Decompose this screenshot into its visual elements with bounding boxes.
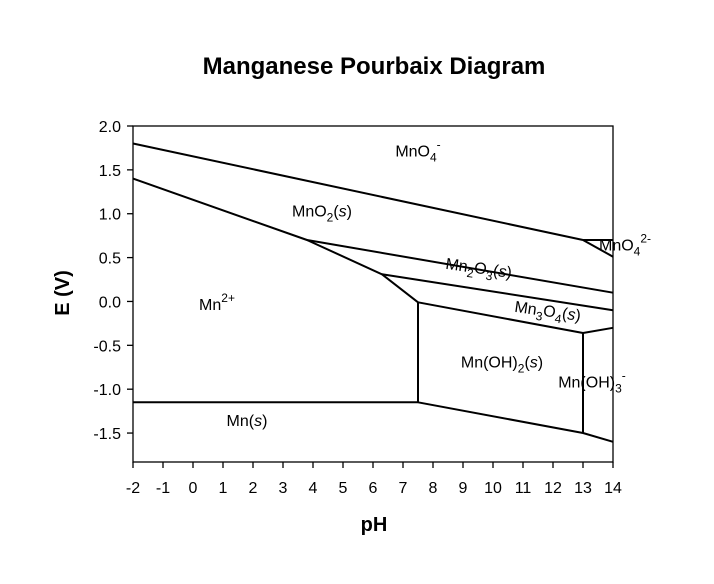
- x-tick-label: 3: [279, 480, 288, 497]
- boundary-line-5: [381, 273, 614, 312]
- species-label-8: Mn3O4(s): [513, 299, 582, 329]
- x-tick-label: 10: [484, 480, 502, 497]
- y-tick-label: 2.0: [99, 119, 121, 136]
- y-tick-label: -0.5: [93, 338, 121, 355]
- boundary-line-0: [132, 142, 584, 241]
- boundary-line-10: [417, 401, 614, 443]
- x-axis-ticks: -2 -1 0 1 2 3 4 5 6 7 8 9 10 11 12 13 14: [126, 462, 622, 497]
- x-tick-label: 5: [339, 480, 348, 497]
- boundary-line-3: [132, 177, 419, 304]
- species-label-7: Mn2O3(s): [444, 256, 513, 286]
- y-tick-label: -1.0: [93, 382, 121, 399]
- species-label-3: Mn(s): [227, 413, 268, 430]
- boundary-line-2: [582, 239, 614, 258]
- species-label-5: Mn(OH)3​-​: [558, 368, 626, 395]
- species-label-2: Mn2+​: [199, 291, 235, 314]
- x-tick-label: 2: [249, 480, 258, 497]
- x-tick-label: 7: [399, 480, 408, 497]
- y-axis-ticks: 2.0 1.5 1.0 0.5 0.0 -0.5 -1.0 -1.5: [93, 119, 133, 443]
- x-tick-label: -2: [126, 480, 140, 497]
- x-tick-label: -1: [156, 480, 170, 497]
- boundary-line-4: [306, 239, 614, 294]
- y-tick-label: -1.5: [93, 426, 121, 443]
- species-label-1: MnO2​(s): [292, 203, 352, 224]
- x-tick-label: 13: [574, 480, 592, 497]
- x-tick-label: 4: [309, 480, 318, 497]
- species-labels: MnO4​-​ MnO2​(s) Mn2+​ Mn(s) Mn(OH)2​(s) Mn(O…: [199, 138, 651, 430]
- x-tick-label: 8: [429, 480, 438, 497]
- plot-frame: [132, 125, 614, 463]
- species-label-6: MnO4​2-​: [599, 232, 651, 259]
- x-tick-label: 14: [604, 480, 622, 497]
- y-tick-label: 1.0: [99, 207, 121, 224]
- x-tick-label: 12: [544, 480, 562, 497]
- chart-title: Manganese Pourbaix Diagram: [203, 53, 546, 80]
- y-tick-label: 0.0: [99, 294, 121, 311]
- y-tick-label: 0.5: [99, 251, 121, 268]
- x-tick-label: 6: [369, 480, 378, 497]
- species-label-0: MnO4​-​: [395, 138, 440, 165]
- y-tick-label: 1.5: [99, 163, 121, 180]
- phase-boundaries: [132, 142, 614, 443]
- species-label-4: Mn(OH)2​(s): [461, 354, 543, 375]
- x-tick-label: 11: [515, 480, 532, 497]
- x-tick-label: 0: [189, 480, 198, 497]
- y-axis-title: E (V): [52, 270, 74, 316]
- x-axis-title: pH: [361, 514, 388, 536]
- x-tick-label: 1: [219, 480, 228, 497]
- x-tick-label: 9: [459, 480, 468, 497]
